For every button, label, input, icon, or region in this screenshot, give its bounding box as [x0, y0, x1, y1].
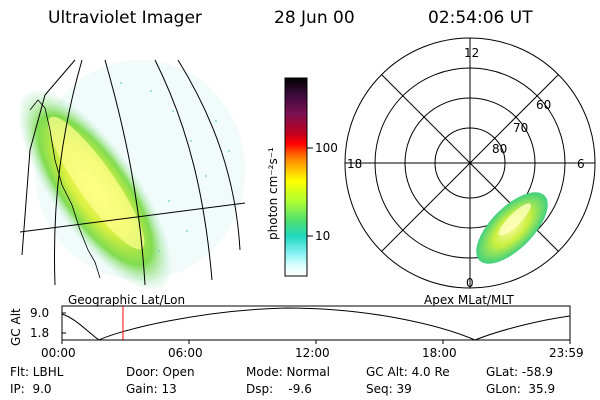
polar-label-12: 12 [464, 46, 480, 60]
colorbar [284, 77, 313, 277]
altitude-ytick-9: 9.0 [30, 306, 50, 320]
altitude-ytick-1-8: 1.8 [30, 326, 50, 340]
polar-lat-label-70: 70 [513, 121, 529, 135]
polar-label-0: 0 [466, 276, 474, 290]
polar-plot [344, 37, 596, 289]
altitude-xtick-1200: 12:00 [295, 346, 330, 360]
polar-caption: Apex MLat/MLT [424, 293, 514, 307]
altitude-xtick-0000: 00:00 [41, 346, 76, 360]
altitude-xtick-0600: 06:00 [168, 346, 203, 360]
polar-diagonal-2 [381, 74, 559, 252]
info-mode: Mode: Normal [246, 365, 330, 379]
info-filter: Flt: LBHL [10, 365, 64, 379]
info-ip: IP: 9.0 [10, 382, 52, 396]
left-panel-caption: Geographic Lat/Lon [68, 293, 186, 307]
info-gc-alt: GC Alt: 4.0 Re [366, 365, 450, 379]
uv-image-panel [19, 59, 246, 290]
auroral-band [19, 90, 171, 290]
altitude-curve [61, 307, 571, 341]
polar-label-6: 6 [577, 157, 585, 171]
info-seq: Seq: 39 [366, 382, 412, 396]
altitude-plot-frame [61, 305, 571, 341]
altitude-xtick-2359: 23:59 [549, 346, 584, 360]
altitude-plot [61, 305, 571, 344]
image-speckle [120, 82, 230, 252]
colorbar-label-10: 10 [315, 229, 331, 243]
info-door: Door: Open [126, 365, 195, 379]
altitude-ylabel: GC Alt [9, 308, 23, 346]
colorbar-label-100: 100 [315, 141, 338, 155]
geographic-grid [19, 59, 246, 286]
polar-lat-label-60: 60 [536, 98, 552, 112]
altitude-xtick-1800: 18:00 [422, 346, 457, 360]
polar-lat-label-80: 80 [492, 142, 508, 156]
info-gain: Gain: 13 [126, 382, 177, 396]
info-glon: GLon: 35.9 [486, 382, 556, 396]
polar-label-18: 18 [347, 157, 363, 171]
polar-auroral-oval [476, 192, 548, 264]
colorbar-gradient [284, 77, 308, 277]
colorbar-unit-label: photon cm⁻²s⁻¹ [266, 147, 280, 240]
date-label: 28 Jun 00 [274, 8, 355, 28]
info-glat: GLat: -58.9 [486, 365, 553, 379]
info-dsp: Dsp: -9.6 [246, 382, 312, 396]
instrument-title: Ultraviolet Imager [48, 8, 202, 28]
time-label: 02:54:06 UT [428, 8, 533, 28]
